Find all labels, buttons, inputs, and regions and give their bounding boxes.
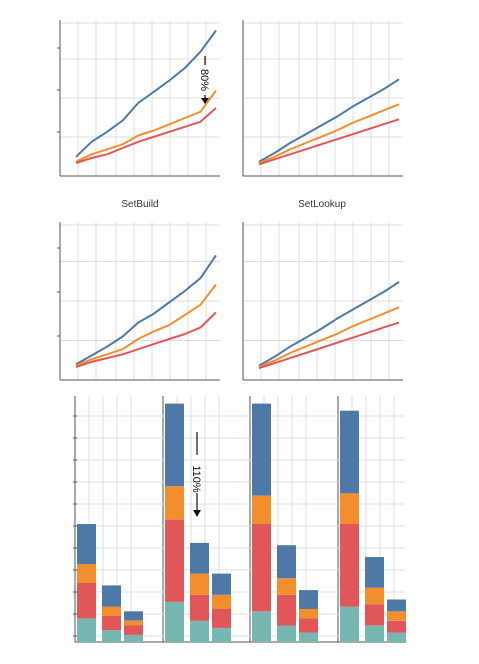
bar-segment-teal <box>102 630 121 642</box>
bar-segment-red <box>299 618 318 633</box>
series-line-red <box>258 321 400 370</box>
bar-segment-blue <box>340 410 359 494</box>
bar-segment-red <box>190 594 209 621</box>
panel-label-setlookup: SetLookup <box>298 199 346 210</box>
bar-segment-teal <box>277 625 296 642</box>
line-chart-middle-right <box>242 222 403 381</box>
bar-segment-teal <box>365 625 384 642</box>
bar-segment-red <box>252 524 271 612</box>
bar-segment-blue <box>277 545 296 579</box>
bar-segment-red <box>387 620 406 633</box>
bar-segment-teal <box>299 632 318 642</box>
stacked-bar-chart <box>73 396 406 643</box>
bar-segment-orange <box>124 620 143 626</box>
bar-segment-teal <box>387 632 406 642</box>
bar-segment-blue <box>124 611 143 621</box>
bar-segment-teal <box>124 634 143 642</box>
bar-segment-blue <box>365 557 384 588</box>
bar-segment-orange <box>190 573 209 595</box>
bar-segment-blue <box>77 524 96 565</box>
series-line-orange <box>258 306 400 368</box>
bar-segment-red <box>212 609 231 628</box>
panel-label-setbuild: SetBuild <box>121 199 158 210</box>
bar-segment-orange <box>340 493 359 524</box>
bar-segment-red <box>277 594 296 626</box>
series-line-red <box>258 118 400 166</box>
bar-segment-blue <box>102 585 121 607</box>
bar-segment-red <box>102 616 121 631</box>
annotation-80: 80% <box>198 56 210 104</box>
bar-segment-teal <box>212 627 231 642</box>
bar-segment-teal <box>252 611 271 642</box>
bar-segment-orange <box>252 495 271 524</box>
bar-segment-blue <box>252 403 271 496</box>
series-line-red <box>75 107 217 164</box>
bar-segment-orange <box>165 486 184 520</box>
bar-segment-orange <box>299 609 318 619</box>
bar-segment-blue <box>387 599 406 612</box>
bar-segment-teal <box>340 606 359 642</box>
bar-segment-blue <box>299 590 318 609</box>
bar-segment-blue <box>190 542 209 574</box>
annotation-80-arrowhead <box>201 98 209 104</box>
annotation-110-text: 110% <box>190 465 202 493</box>
series-line-red <box>75 311 217 368</box>
bar-segment-orange <box>387 611 406 621</box>
series-line-blue <box>258 281 400 367</box>
line-chart-middle-left <box>57 222 220 381</box>
series-line-blue <box>75 29 217 158</box>
bar-segment-red <box>77 583 96 619</box>
line-chart-setbuild <box>57 20 220 177</box>
bar-segment-orange <box>212 594 231 609</box>
annotation-80-text: 80% <box>198 69 210 91</box>
bar-segment-blue <box>165 403 184 487</box>
annotation-110-arrowhead <box>193 510 201 517</box>
series-line-orange <box>258 103 400 164</box>
bar-segment-orange <box>277 578 296 595</box>
annotation-110: 110% <box>190 432 202 517</box>
series-line-blue <box>258 78 400 163</box>
bar-segment-orange <box>102 606 121 616</box>
bar-segment-teal <box>190 620 209 642</box>
bar-segment-red <box>340 524 359 607</box>
line-chart-setlookup <box>242 20 403 177</box>
bar-segment-red <box>165 519 184 602</box>
bar-segment-blue <box>212 573 231 595</box>
bar-segment-teal <box>77 618 96 642</box>
bar-segment-orange <box>365 587 384 605</box>
series-line-orange <box>75 283 217 367</box>
bar-segment-teal <box>165 601 184 642</box>
bar-segment-red <box>365 604 384 626</box>
series-line-blue <box>75 254 217 366</box>
bar-segment-orange <box>77 564 96 583</box>
series-line-orange <box>75 89 217 163</box>
bar-segment-red <box>124 625 143 635</box>
